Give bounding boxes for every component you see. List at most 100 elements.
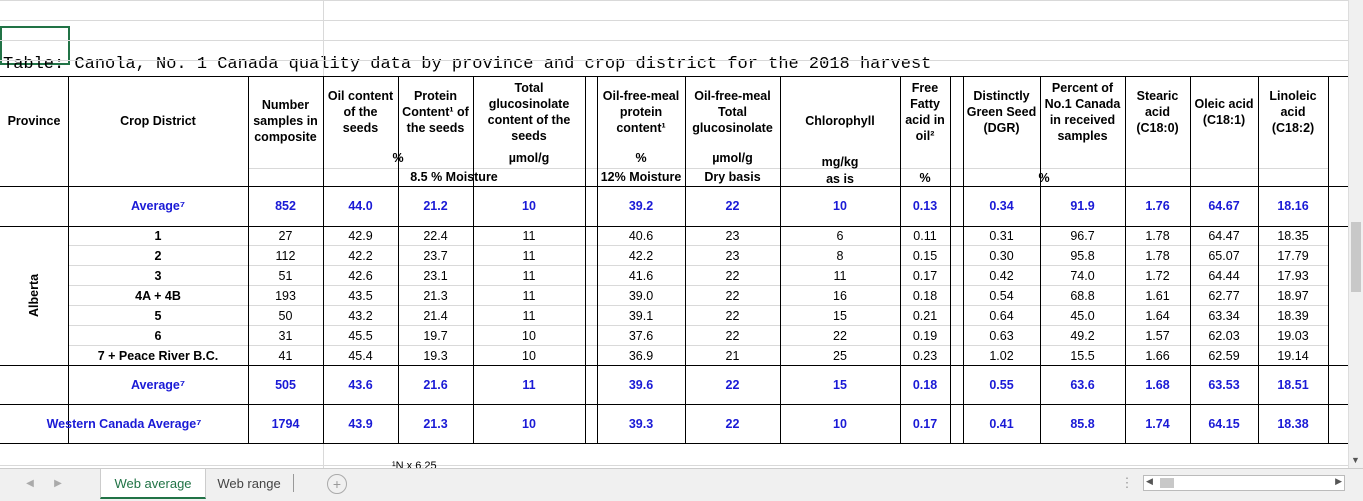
value-cell: 11 (522, 289, 536, 303)
value-cell: 11 (522, 269, 536, 283)
cell-border (780, 76, 781, 443)
value-cell: 43.2 (348, 309, 373, 323)
district-label: 1 (154, 229, 162, 243)
value-cell: 0.54 (989, 289, 1014, 303)
value-cell: 18.16 (1277, 199, 1309, 213)
district-label: 3 (154, 269, 162, 283)
value-cell: 51 (278, 269, 293, 283)
value-cell: 39.6 (628, 377, 654, 392)
value-cell: 74.0 (1070, 269, 1095, 283)
value-cell: 63.34 (1208, 309, 1240, 323)
column-header: Oleic acid (C18:1) (1194, 97, 1254, 127)
value-cell: 36.9 (628, 349, 654, 363)
value-cell: 11 (522, 377, 536, 392)
value-cell: 45.0 (1070, 309, 1095, 323)
horizontal-scrollbar[interactable]: ◀ ▶ (1143, 475, 1345, 491)
cell-border (685, 76, 686, 443)
value-cell: 22 (725, 269, 740, 283)
value-cell: 0.31 (989, 229, 1014, 243)
scroll-left[interactable]: ◀ (1146, 476, 1153, 486)
value-cell: 40.6 (628, 229, 654, 243)
cell-border (950, 76, 951, 443)
column-header: Chlorophyll (805, 114, 875, 128)
value-cell: 31 (278, 329, 293, 343)
tab-prev[interactable]: ◀ (26, 477, 34, 489)
value-cell: 42.2 (628, 249, 654, 263)
basis-label: 8.5 % Moisture (410, 170, 498, 184)
value-cell: 10 (522, 329, 536, 343)
value-cell: 64.47 (1208, 229, 1240, 243)
value-cell: 64.15 (1208, 416, 1240, 431)
value-cell: 852 (275, 199, 296, 213)
value-cell: 17.93 (1277, 269, 1309, 283)
value-cell: 0.42 (989, 269, 1014, 283)
value-cell: 18.35 (1277, 229, 1309, 243)
value-cell: 62.03 (1208, 329, 1240, 343)
selected-cell[interactable] (0, 26, 70, 65)
value-cell: 41.6 (628, 269, 654, 283)
value-cell: 17.79 (1277, 249, 1309, 263)
value-cell: 43.6 (348, 377, 373, 392)
value-cell: 10 (522, 199, 536, 213)
value-cell: 21.3 (423, 416, 448, 431)
value-cell: 0.18 (912, 289, 938, 303)
column-header: Province (7, 114, 61, 128)
vertical-scrollbar[interactable]: ▼ (1348, 0, 1363, 468)
value-cell: 0.17 (912, 269, 938, 283)
column-header: Number samples in composite (253, 98, 318, 144)
value-cell: 23 (725, 229, 740, 243)
value-cell: 6 (836, 229, 844, 243)
value-cell: 0.63 (989, 329, 1014, 343)
value-cell: 22 (725, 309, 740, 323)
value-cell: 64.67 (1208, 199, 1240, 213)
value-cell: 18.51 (1277, 377, 1309, 392)
grid-line (68, 345, 1328, 346)
add-sheet[interactable]: + (327, 474, 347, 494)
value-cell: 1.72 (1145, 269, 1170, 283)
value-cell: 39.0 (628, 289, 654, 303)
value-cell: 63.53 (1208, 377, 1240, 392)
unit-label: % (919, 171, 931, 185)
grid-line (0, 465, 1348, 466)
value-cell: 11 (522, 229, 536, 243)
scroll-down[interactable]: ▼ (1351, 455, 1360, 465)
value-cell: 1.78 (1145, 229, 1170, 243)
value-cell: 19.7 (423, 329, 448, 343)
splitter[interactable]: ⋮ (1120, 475, 1134, 490)
cell-border (248, 76, 249, 443)
value-cell: 44.0 (348, 199, 373, 213)
grid-line (68, 325, 1328, 326)
scroll-right[interactable]: ▶ (1335, 476, 1342, 486)
column-header: Oil-free-meal protein content¹ (602, 89, 680, 135)
cell-border (1190, 76, 1191, 443)
value-cell: 0.11 (913, 229, 937, 243)
value-cell: 1.64 (1145, 309, 1170, 323)
cell-border (398, 76, 399, 443)
value-cell: 42.9 (348, 229, 373, 243)
grid-line (68, 285, 1328, 286)
scroll-thumb[interactable] (1351, 222, 1361, 292)
column-header: Free Fatty acid in oil² (905, 81, 945, 143)
worksheet: Table: Canola, No. 1 Canada quality data… (0, 0, 1348, 468)
cell-border (1328, 76, 1329, 443)
value-cell: 21.2 (423, 199, 448, 213)
value-cell: 43.9 (348, 416, 373, 431)
sheet-tab[interactable]: Web average (100, 469, 206, 499)
value-cell: 1.68 (1145, 377, 1170, 392)
value-cell: 85.8 (1070, 416, 1095, 431)
value-cell: 39.1 (628, 309, 654, 323)
value-cell: 39.2 (628, 199, 654, 213)
value-cell: 15.5 (1070, 349, 1095, 363)
tab-next[interactable]: ▶ (54, 477, 62, 489)
scroll-thumb[interactable] (1160, 478, 1174, 488)
value-cell: 41 (278, 349, 293, 363)
sheet-tab[interactable]: Web range (205, 474, 294, 492)
value-cell: 22 (725, 377, 740, 392)
province-label: Alberta (27, 273, 41, 318)
value-cell: 0.21 (912, 309, 938, 323)
value-cell: 27 (278, 229, 293, 243)
column-header: Li (1328, 76, 1348, 148)
unit-label: % (392, 151, 404, 165)
column-header: Protein Content¹ of the seeds (402, 89, 469, 135)
value-cell: 505 (275, 377, 296, 392)
